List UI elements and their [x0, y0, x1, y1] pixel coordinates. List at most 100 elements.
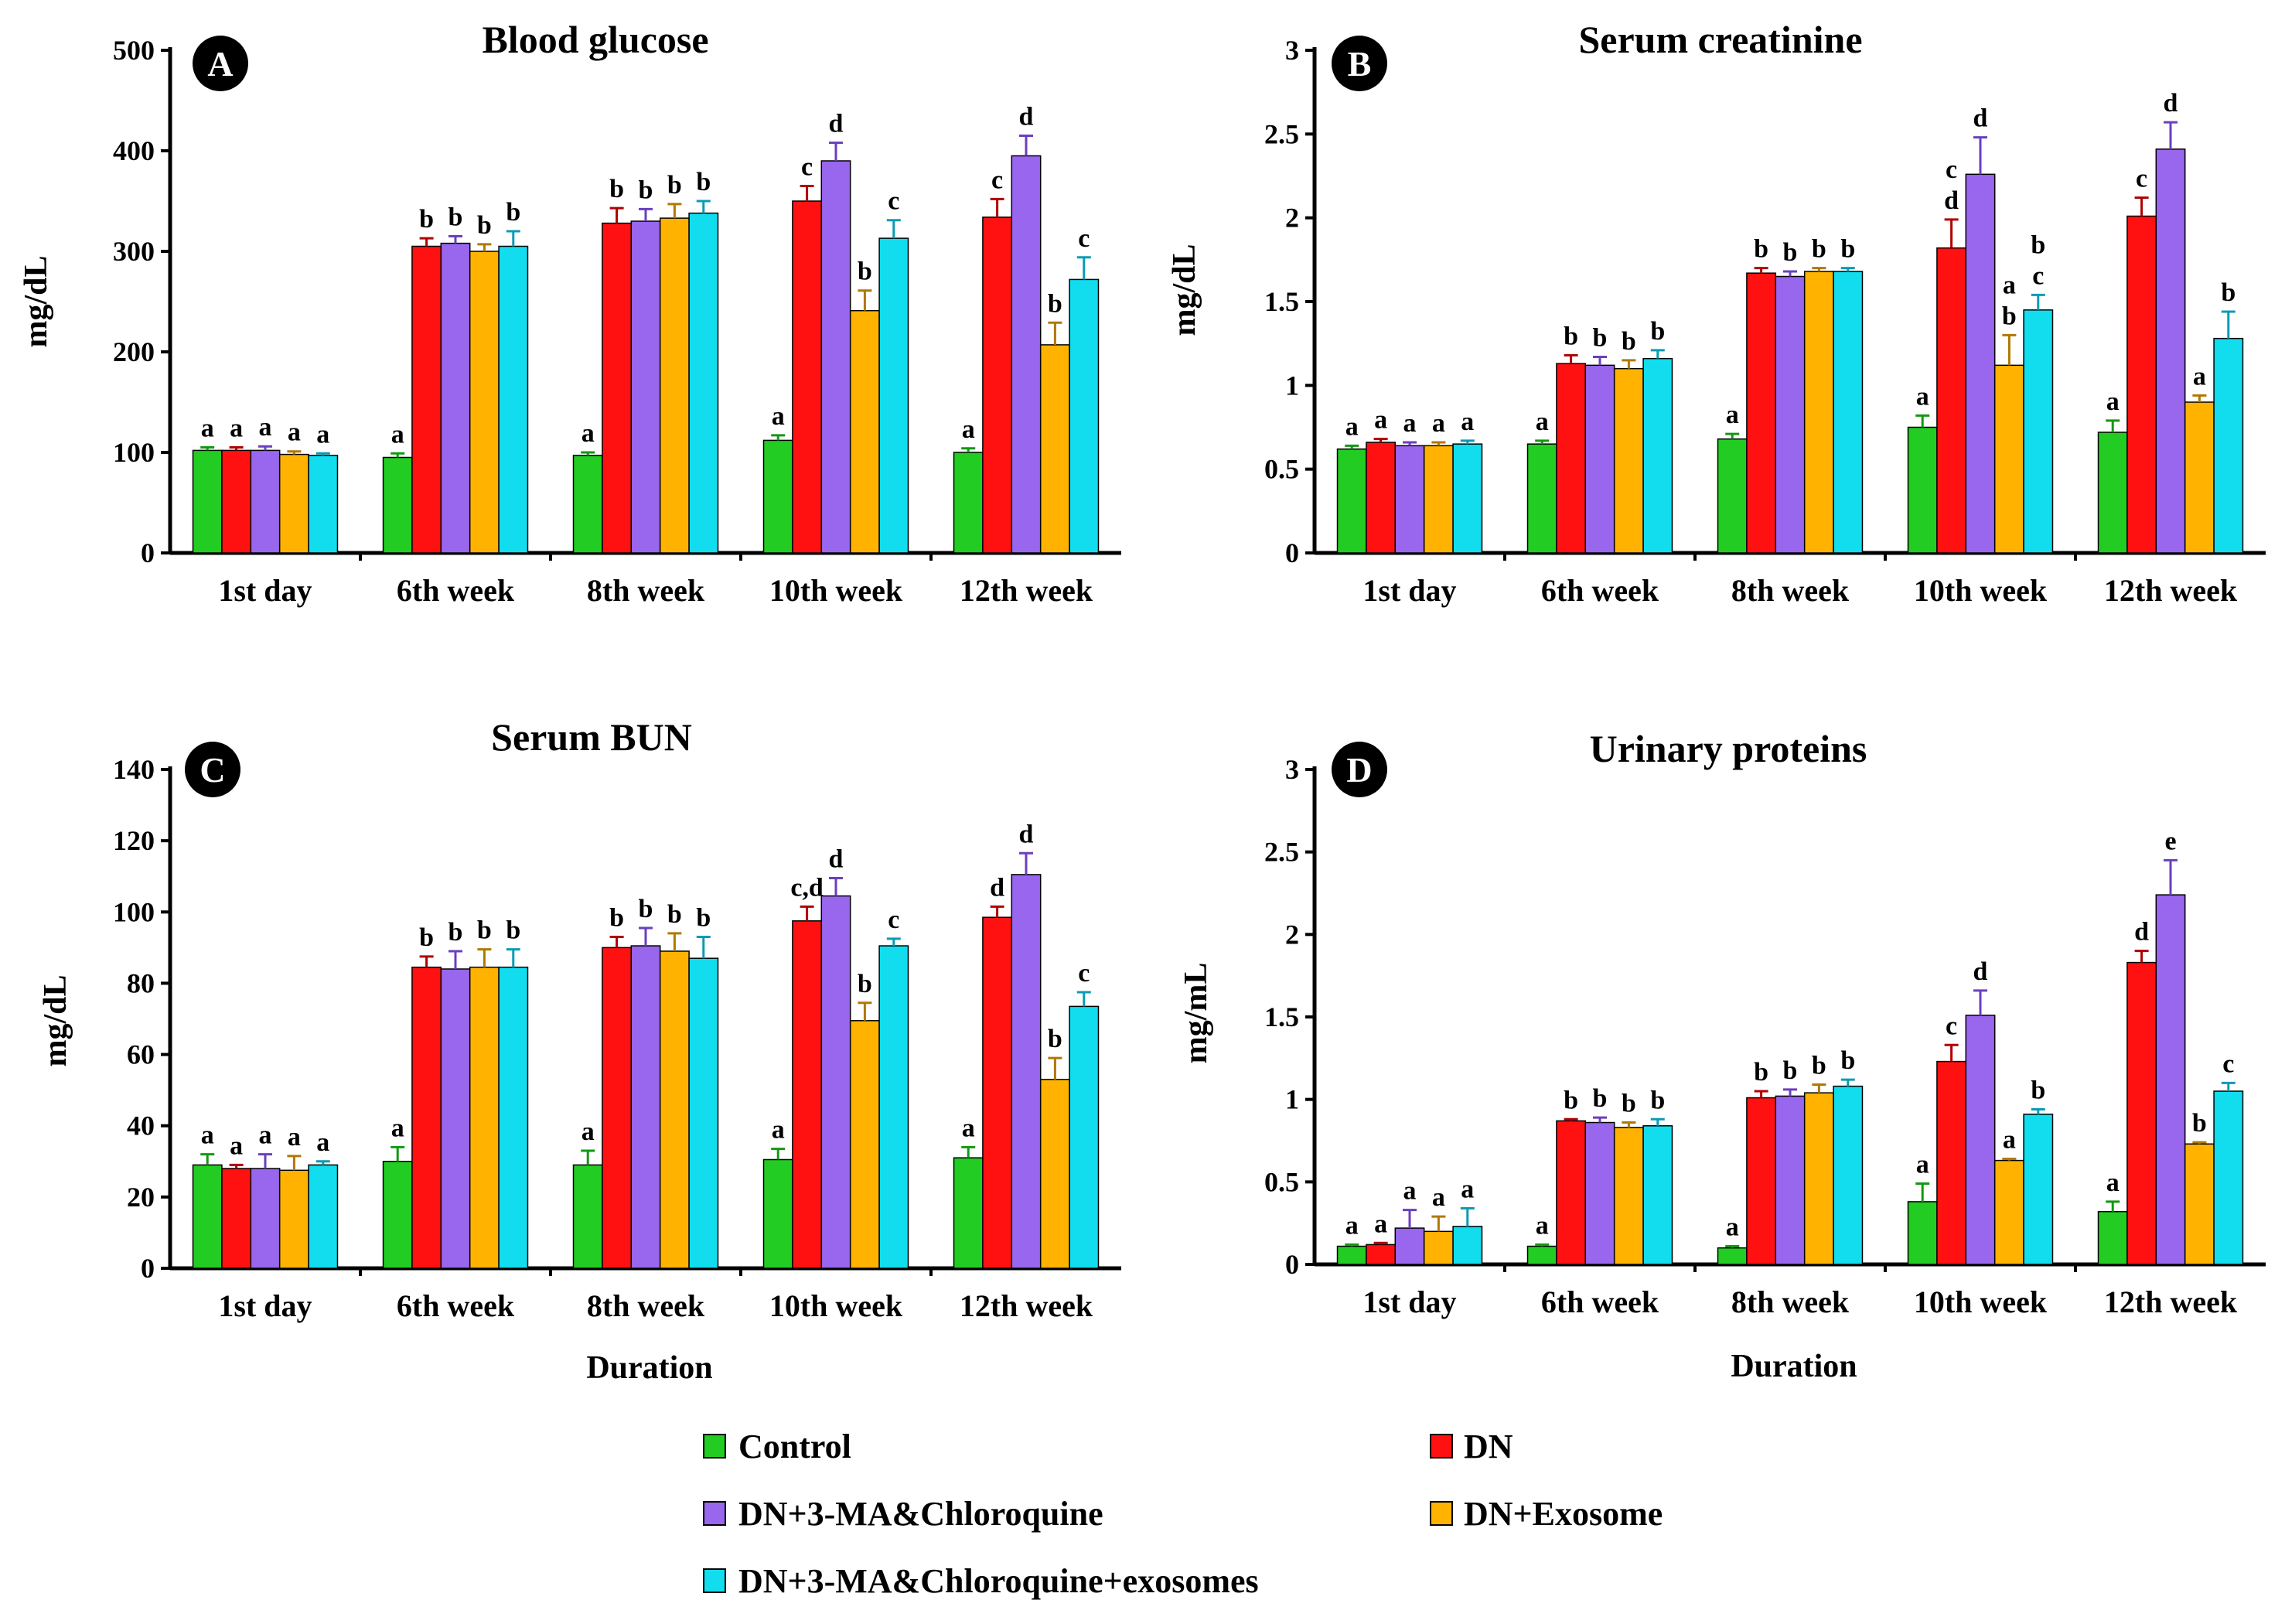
panel-a-bar-dn-exosome-10th-week: [849, 309, 880, 554]
panel-d-sig-label-dn-8th-week: b: [1754, 1058, 1768, 1087]
panel-c-sig-label-dn-10th-week: c,d: [790, 873, 824, 902]
panel-c-bar-control-6th-week: [382, 1161, 413, 1269]
panel-c-sig-label-control-8th-week: a: [581, 1117, 595, 1146]
panel-c-sig-label-dn-3ma-chloroquine-10th-week: d: [829, 845, 844, 874]
panel-a-sig-label-dn-exosome-8th-week: b: [667, 171, 682, 200]
panel-c-bar-dn-3ma-chloroquine-exosomes-1st-day: [308, 1164, 339, 1269]
panel-c-bar-control-10th-week: [762, 1158, 793, 1269]
panel-a-category-label-1st-day: 1st day: [218, 573, 312, 608]
panel-b-sig-label-control-1st-day: a: [1345, 412, 1359, 441]
legend-item-dn-3ma-chloroquine: DN+3-MA&Chloroquine: [703, 1495, 1103, 1533]
panel-b-sig-label-dn-3ma-chloroquine-8th-week: b: [1783, 238, 1798, 267]
panel-b-sig-label-control-8th-week: a: [1726, 401, 1739, 429]
panel-d-ytick-label: 3: [1285, 754, 1299, 785]
panel-d-ytick-label: 2: [1285, 919, 1299, 950]
legend-label-control: Control: [738, 1428, 851, 1465]
legend-swatch-control: [703, 1434, 726, 1459]
panel-b-sig-label-dn-3ma-chloroquine-exosomes-6th-week: b: [1650, 317, 1665, 346]
panel-b-sig-label-control-6th-week: a: [1536, 408, 1549, 436]
panel-c-ytick-label: 0: [141, 1253, 155, 1284]
panel-a-sig-label-dn-exosome-10th-week: b: [858, 258, 872, 286]
panel-c-sig-label-dn-12th-week: d: [990, 873, 1004, 902]
legend-swatch-dn: [1430, 1434, 1453, 1459]
panel-a-sig-label-dn-exosome-1st-day: a: [288, 418, 301, 447]
panel-d-sig-label-dn-3ma-chloroquine-10th-week: d: [1973, 957, 1988, 986]
panel-a-ytick-label: 0: [141, 537, 155, 568]
panel-b-sig-label-control-10th-week: a: [1916, 382, 1929, 411]
panel-b-bar-dn-3ma-chloroquine-exosomes-1st-day: [1452, 443, 1483, 554]
panel-b-sig-label-dn-6th-week: b: [1564, 322, 1578, 350]
panel-a-bar-dn-3ma-chloroquine-1st-day: [250, 449, 281, 554]
legend-swatch-dn-3ma-chloroquine-exosomes: [703, 1568, 726, 1593]
panel-a-category-label-12th-week: 12th week: [960, 573, 1093, 608]
panel-c-category-label-12th-week: 12th week: [960, 1288, 1093, 1323]
panel-b-bar-dn-3ma-chloroquine-8th-week: [1775, 275, 1806, 554]
panel-a-bar-dn-3ma-chloroquine-exosomes-1st-day: [308, 455, 339, 554]
legend-swatch-dn-3ma-chloroquine: [703, 1501, 726, 1526]
panel-a-sig-label-dn-3ma-chloroquine-exosomes-10th-week: c: [888, 187, 899, 216]
panel-a-letter-circle: [193, 36, 248, 91]
panel-d-title: Urinary proteins: [1590, 727, 1867, 770]
panel-d-sig-label-dn-1st-day: a: [1374, 1209, 1387, 1238]
panel-b-bar-dn-8th-week: [1746, 272, 1777, 554]
panel-b-sig-label-dn-3ma-chloroquine-12th-week: d: [2164, 89, 2178, 118]
panel-d-sig-label-dn-exosome-6th-week: b: [1622, 1090, 1636, 1118]
panel-c-category-label-1st-day: 1st day: [218, 1288, 312, 1323]
panel-b-sig-label-dn-3ma-chloroquine-6th-week: b: [1593, 324, 1608, 353]
panel-d-sig-label-dn-exosome-10th-week: a: [2003, 1125, 2016, 1154]
panel-b-bar-control-1st-day: [1336, 448, 1367, 554]
panel-d-category-label-6th-week: 6th week: [1541, 1285, 1659, 1319]
panel-b-sig-label-dn-1st-day: a: [1374, 406, 1387, 435]
panel-d-sig-label-dn-exosome-1st-day: a: [1432, 1183, 1445, 1212]
panel-c-ylabel: mg/dL: [38, 974, 73, 1066]
panel-a-sig-label-dn-exosome-6th-week: b: [477, 211, 492, 240]
panel-c-title: Serum BUN: [491, 715, 692, 759]
panel-c-bar-dn-3ma-chloroquine-10th-week: [820, 895, 851, 1269]
panel-c-bar-dn-3ma-chloroquine-1st-day: [250, 1168, 281, 1269]
panel-d-bar-dn-3ma-chloroquine-exosomes-12th-week: [2213, 1090, 2244, 1265]
panel-a-bar-dn-exosome-8th-week: [659, 217, 690, 554]
panel-b-sig-label-dn-exosome-8th-week: b: [1812, 235, 1826, 264]
panel-b-sig-label-dn-3ma-chloroquine-exosomes-10th-week: b: [2031, 230, 2045, 259]
panel-d-sig-label-dn-exosome-8th-week: b: [1812, 1051, 1826, 1080]
legend-item-dn-exosome: DN+Exosome: [1430, 1495, 1663, 1533]
panel-a-bar-dn-6th-week: [411, 245, 442, 554]
legend-label-dn-3ma-chloroquine: DN+3-MA&Chloroquine: [738, 1495, 1103, 1533]
panel-c-bar-dn-exosome-12th-week: [1039, 1079, 1070, 1269]
panel-d-bar-dn-3ma-chloroquine-8th-week: [1775, 1095, 1806, 1265]
panel-b-sig-label-dn-10th-week: c: [1946, 155, 1957, 184]
panel-b-sig-label-dn-8th-week: b: [1754, 235, 1768, 264]
panel-c-bar-dn-3ma-chloroquine-exosomes-12th-week: [1069, 1005, 1100, 1269]
panel-a-sig-label-dn-6th-week: b: [419, 205, 434, 234]
panel-b-sig-label-dn-12th-week: c: [2136, 165, 2147, 193]
panel-c-bar-dn-10th-week: [792, 920, 823, 1269]
panel-b-title: Serum creatinine: [1578, 18, 1862, 61]
panel-d-sig-label-control-12th-week: a: [2106, 1169, 2120, 1197]
panel-a-category-label-6th-week: 6th week: [397, 573, 515, 608]
panel-a-sig-label-control-12th-week: a: [962, 415, 975, 444]
panel-c-sig-label-control-6th-week: a: [391, 1114, 404, 1142]
panel-d-bar-dn-exosome-12th-week: [2184, 1143, 2215, 1265]
panel-b-sig-label-dn-3ma-chloroquine-1st-day: a: [1403, 409, 1417, 438]
panel-a-bar-dn-8th-week: [602, 222, 633, 554]
panel-b-bar-dn-6th-week: [1556, 363, 1587, 554]
panel-c-sig-label-dn-3ma-chloroquine-exosomes-1st-day: a: [316, 1128, 329, 1157]
panel-a-sig-label-dn-10th-week: c: [801, 153, 813, 182]
panel-c-category-label-6th-week: 6th week: [397, 1288, 515, 1323]
panel-c-sig-label-dn-3ma-chloroquine-exosomes-12th-week: c: [1078, 959, 1090, 988]
panel-c-bar-control-12th-week: [953, 1157, 984, 1269]
panel-a-title: Blood glucose: [482, 18, 708, 61]
panel-b-sig-label-dn-3ma-chloroquine-10th-week: d: [1973, 104, 1988, 133]
panel-b-bar-dn-3ma-chloroquine-6th-week: [1584, 364, 1615, 554]
panel-d-bar-control-10th-week: [1907, 1201, 1938, 1265]
panel-d-sig-label-dn-3ma-chloroquine-exosomes-10th-week: b: [2031, 1076, 2045, 1104]
panel-b-bar-dn-exosome-1st-day: [1423, 445, 1454, 554]
panel-b-bar-dn-exosome-12th-week: [2184, 401, 2215, 554]
panel-d-bar-dn-3ma-chloroquine-exosomes-10th-week: [2023, 1114, 2054, 1265]
panel-a-bar-dn-3ma-chloroquine-exosomes-10th-week: [878, 237, 909, 554]
panel-d-sig-label-dn-12th-week: d: [2134, 918, 2149, 947]
panel-b-bar-dn-3ma-chloroquine-12th-week: [2155, 148, 2186, 554]
panel-d-category-label-8th-week: 8th week: [1731, 1285, 1850, 1319]
panel-b-letter-circle: [1332, 36, 1387, 91]
panel-b-category-label-8th-week: 8th week: [1731, 573, 1850, 608]
